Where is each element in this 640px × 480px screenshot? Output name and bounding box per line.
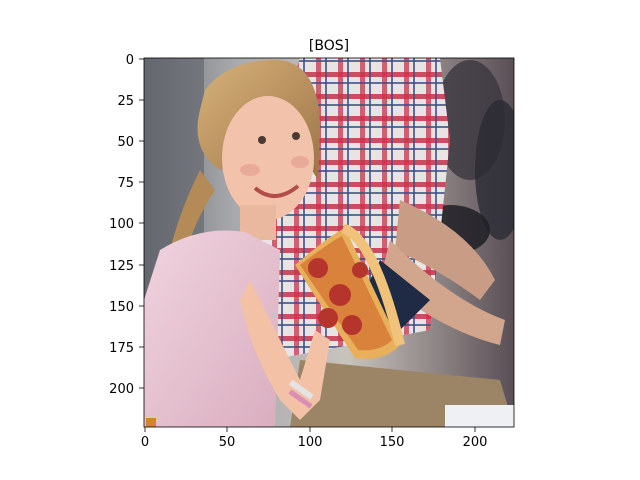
y-axis: 0 25 50 75 100 125 150 175 200 bbox=[109, 53, 144, 397]
y-tick-label: 100 bbox=[109, 217, 134, 232]
axes-frame bbox=[143, 57, 515, 428]
x-tick-label: 200 bbox=[463, 435, 488, 450]
y-tick-label: 25 bbox=[117, 94, 134, 109]
x-tick-label: 0 bbox=[141, 435, 149, 450]
x-tick-label: 100 bbox=[298, 435, 323, 450]
y-tick-label: 125 bbox=[109, 259, 134, 274]
x-axis: 0 50 100 150 200 bbox=[141, 427, 488, 450]
photo-girl-eating-pizza bbox=[144, 58, 514, 427]
y-tick-label: 75 bbox=[117, 176, 134, 191]
x-tick-label: 150 bbox=[380, 435, 405, 450]
y-tick-label: 200 bbox=[109, 382, 134, 397]
x-tick-label: 50 bbox=[219, 435, 236, 450]
y-tick-label: 175 bbox=[109, 341, 134, 356]
figure-title: [BOS] bbox=[309, 38, 349, 54]
y-tick-label: 0 bbox=[126, 53, 134, 68]
y-tick-label: 50 bbox=[117, 135, 134, 150]
y-tick-label: 150 bbox=[109, 300, 134, 315]
